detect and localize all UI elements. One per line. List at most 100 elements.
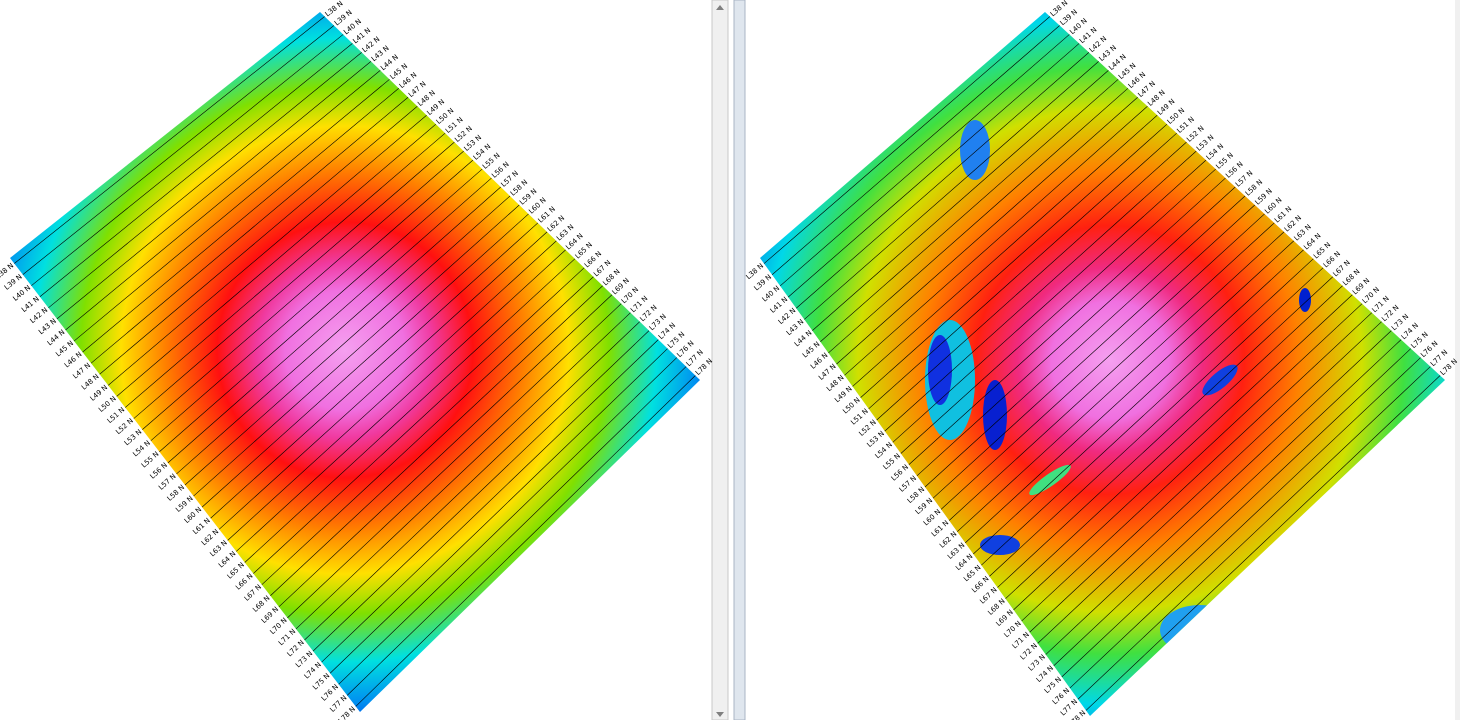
survey-line <box>355 375 696 707</box>
survey-line <box>787 43 1080 298</box>
anomaly <box>980 535 1020 555</box>
survey-line <box>828 88 1129 354</box>
right-map <box>760 12 1445 716</box>
survey-line <box>184 195 511 486</box>
survey-line <box>973 249 1304 555</box>
survey-line <box>1053 339 1402 666</box>
anomaly <box>1202 364 1238 396</box>
edge <box>1455 0 1460 720</box>
survey-line <box>261 276 594 585</box>
survey-line <box>820 79 1119 343</box>
survey-line <box>338 357 678 685</box>
scrollbar[interactable] <box>711 0 729 721</box>
survey-line <box>956 231 1285 532</box>
survey-line <box>244 258 576 563</box>
survey-line <box>868 132 1177 410</box>
survey-line <box>346 366 687 696</box>
survey-line <box>1021 303 1363 622</box>
survey-line <box>1029 312 1373 633</box>
survey-line <box>287 303 622 619</box>
survey-line <box>771 25 1060 275</box>
anomaly <box>983 380 1007 450</box>
survey-line <box>312 330 650 652</box>
survey-line <box>304 321 640 641</box>
survey-line <box>892 159 1207 443</box>
survey-line <box>852 114 1158 387</box>
survey-line <box>22 25 335 275</box>
survey-line <box>210 222 539 519</box>
anomaly <box>960 120 990 180</box>
survey-line <box>763 16 1051 264</box>
survey-line <box>125 132 446 408</box>
survey-line <box>1005 285 1343 599</box>
survey-line <box>876 141 1187 421</box>
anomaly <box>1160 605 1240 655</box>
survey-line <box>940 213 1265 510</box>
survey-line <box>860 123 1168 398</box>
cursor <box>8 290 788 318</box>
survey-line <box>201 213 529 508</box>
survey-line <box>916 186 1236 477</box>
survey-line <box>73 79 390 342</box>
survey-line <box>329 348 668 674</box>
survey-line <box>965 240 1294 544</box>
survey-line <box>150 159 474 441</box>
survey-line <box>295 312 631 630</box>
survey-line <box>90 97 409 364</box>
scroll-up[interactable] <box>716 5 724 10</box>
survey-line <box>176 186 501 475</box>
survey-line <box>159 168 483 453</box>
survey-line <box>1077 366 1431 700</box>
survey-line <box>1037 321 1382 644</box>
anomaly <box>928 335 952 405</box>
survey-line <box>48 52 362 309</box>
survey-line <box>844 106 1148 376</box>
survey-line <box>107 114 427 386</box>
survey-line <box>932 204 1255 499</box>
survey-line <box>65 70 381 331</box>
survey-line <box>1045 330 1392 655</box>
survey-line <box>193 204 520 497</box>
survey-line <box>56 61 372 320</box>
survey-line <box>31 34 344 286</box>
right-grid <box>760 12 1445 716</box>
splitter[interactable] <box>733 0 746 721</box>
survey-line <box>133 141 455 419</box>
survey-line <box>253 267 585 574</box>
survey-line <box>997 276 1334 588</box>
survey-line <box>167 177 492 464</box>
survey-line <box>278 294 613 608</box>
survey-line <box>142 150 464 430</box>
survey-line <box>236 249 566 552</box>
survey-line <box>981 258 1314 566</box>
survey-line <box>1013 294 1353 611</box>
survey-line <box>796 52 1090 309</box>
survey-line <box>989 267 1324 577</box>
survey-line <box>270 285 603 596</box>
survey-line <box>82 88 399 353</box>
survey-line <box>1069 357 1421 689</box>
survey-line <box>908 177 1226 465</box>
survey-line <box>948 222 1275 521</box>
survey-line <box>14 16 325 264</box>
survey-line <box>1085 375 1441 711</box>
scroll-down[interactable] <box>716 712 724 717</box>
survey-line <box>218 231 548 530</box>
survey-line <box>1061 348 1412 678</box>
survey-line <box>227 240 557 541</box>
survey-line <box>836 97 1138 365</box>
survey-line <box>116 123 437 397</box>
anomaly <box>1299 288 1311 312</box>
survey-line <box>321 339 659 663</box>
survey-line <box>812 70 1109 331</box>
survey-line <box>900 168 1216 454</box>
survey-line <box>884 150 1197 432</box>
survey-line <box>99 106 418 375</box>
survey-line <box>779 34 1070 287</box>
survey-line <box>924 195 1246 488</box>
survey-line <box>39 43 353 297</box>
survey-line <box>804 61 1099 320</box>
anomaly <box>1029 464 1071 496</box>
